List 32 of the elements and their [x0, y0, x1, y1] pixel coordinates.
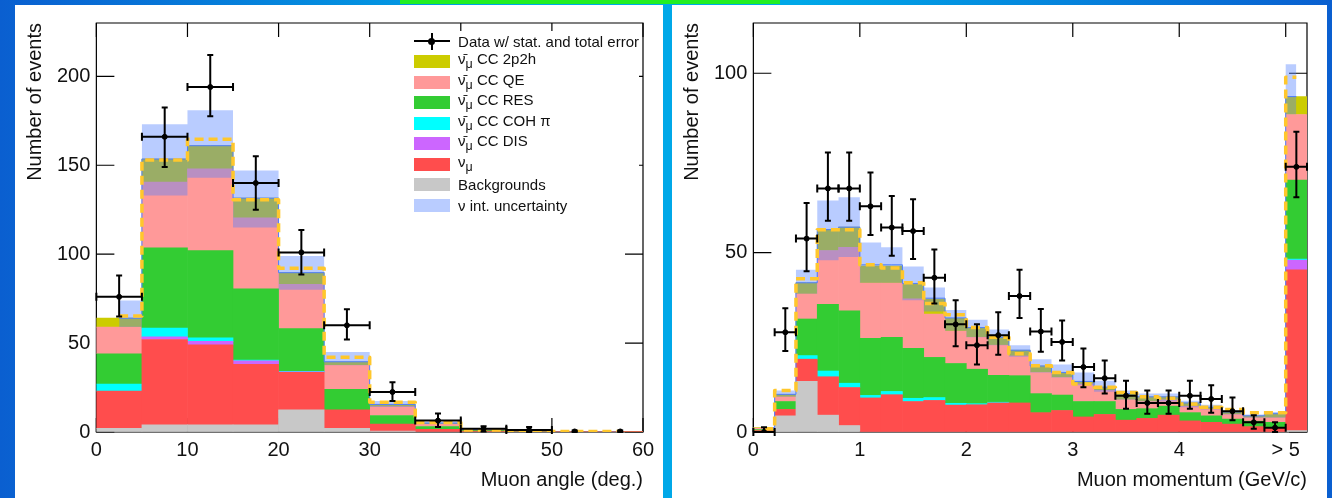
- legend-label: Data w/ stat. and total error: [458, 31, 639, 51]
- y-axis-title: Number of events: [679, 23, 702, 181]
- legend-label: ν̄$_{μ}$ CC QE: [458, 70, 525, 92]
- y-tick-label: 150: [56, 152, 91, 175]
- x-tick-label: > 5: [1271, 437, 1300, 460]
- x-tick-label: 2: [960, 437, 972, 460]
- legend-label: ν̄$_{μ}$ CC DIS: [458, 132, 528, 154]
- x-tick-label: 3: [1067, 437, 1079, 460]
- y-tick-label: 100: [713, 60, 748, 83]
- legend-label: ν̄$_{μ}$ CC 2p2h: [458, 50, 537, 72]
- legend-label: ν$_{μ}$: [458, 152, 473, 176]
- x-tick-label: 4: [1173, 437, 1185, 460]
- x-tick-label: 20: [267, 437, 290, 460]
- legend-label: ν̄$_{μ}$ CC COH π: [458, 111, 551, 133]
- y-tick-label: 50: [68, 330, 91, 353]
- y-axis-title: Number of events: [22, 23, 45, 181]
- y-tick-label: 100: [56, 241, 91, 264]
- y-tick-label: 0: [736, 419, 748, 442]
- x-tick-label: 30: [358, 437, 381, 460]
- legend-label: ν̄$_{μ}$ CC RES: [458, 91, 534, 113]
- legend-label: ν int. uncertainty: [458, 195, 568, 215]
- x-axis-title: Muon angle (deg.): [480, 467, 643, 490]
- y-tick-label: 0: [79, 419, 91, 442]
- y-tick-label: 200: [56, 63, 91, 86]
- x-tick-label: 50: [540, 437, 564, 460]
- x-tick-label: 10: [176, 437, 199, 460]
- legend-label: Backgrounds: [458, 175, 546, 195]
- x-tick-label: 60: [631, 437, 655, 460]
- x-tick-label: 1: [854, 437, 866, 460]
- y-tick-label: 50: [725, 240, 748, 263]
- x-tick-label: 40: [449, 437, 472, 460]
- x-axis-title: Muon momentum (GeV/c): [1076, 467, 1307, 490]
